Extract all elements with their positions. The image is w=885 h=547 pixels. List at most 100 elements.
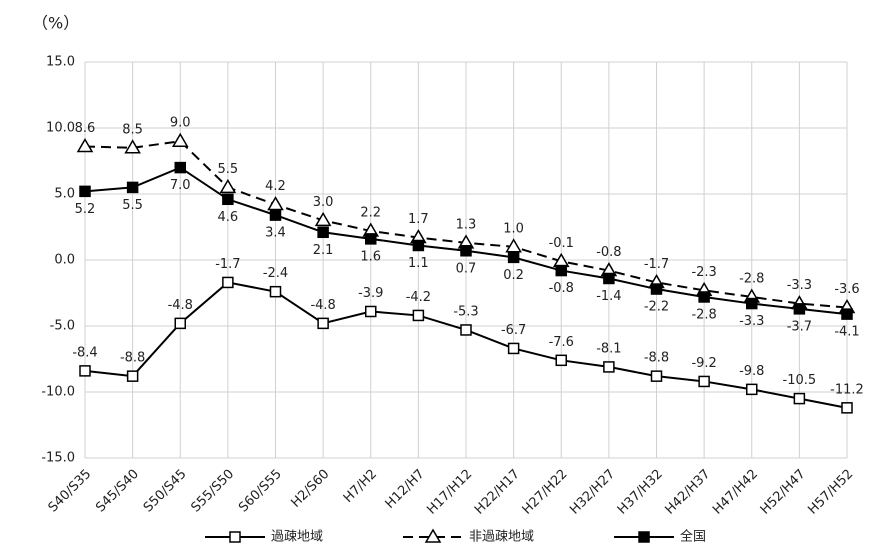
x-tick-label: H47/H42 bbox=[710, 467, 761, 518]
data-label: -0.1 bbox=[549, 236, 574, 251]
data-point bbox=[698, 375, 710, 388]
data-point bbox=[746, 383, 758, 396]
data-label: -3.9 bbox=[358, 286, 383, 301]
data-label: 1.7 bbox=[408, 212, 429, 227]
x-tick-label: S55/S50 bbox=[188, 467, 237, 516]
data-point bbox=[126, 370, 139, 382]
x-tick-label: S40/S35 bbox=[46, 467, 95, 516]
data-label: -3.3 bbox=[787, 278, 812, 293]
data-label: 3.0 bbox=[313, 195, 334, 210]
data-label: -9.2 bbox=[691, 356, 716, 371]
data-label: -1.4 bbox=[596, 289, 621, 304]
x-tick-label: H57/H52 bbox=[805, 467, 856, 518]
data-point bbox=[507, 342, 520, 355]
data-label: -4.8 bbox=[310, 298, 335, 313]
x-tick-label: H22/H17 bbox=[472, 467, 523, 518]
data-point bbox=[79, 365, 91, 377]
data-point bbox=[126, 181, 139, 194]
data-point bbox=[365, 305, 377, 318]
x-tick-label: H7/H2 bbox=[341, 467, 380, 506]
data-point bbox=[650, 283, 663, 295]
data-point bbox=[793, 392, 806, 405]
data-label: 4.6 bbox=[218, 210, 239, 225]
data-point bbox=[603, 272, 615, 285]
x-tick-label: H42/H37 bbox=[663, 467, 714, 518]
data-label: -3.6 bbox=[834, 282, 859, 297]
data-point bbox=[317, 317, 329, 330]
data-label: -9.8 bbox=[739, 364, 764, 379]
legend-marker bbox=[638, 531, 650, 543]
data-label: 1.1 bbox=[408, 256, 429, 271]
data-point bbox=[650, 370, 663, 382]
data-point bbox=[365, 233, 377, 245]
x-tick-label: H52/H47 bbox=[758, 467, 809, 518]
data-point bbox=[76, 137, 94, 153]
data-label: -2.8 bbox=[691, 307, 716, 322]
data-point bbox=[79, 185, 91, 198]
data-point bbox=[507, 251, 520, 264]
data-point bbox=[746, 297, 758, 310]
x-tick-label: H27/H22 bbox=[520, 467, 571, 518]
y-tick-label: -5.0 bbox=[50, 319, 75, 334]
data-label: 4.2 bbox=[265, 179, 286, 194]
data-point bbox=[267, 196, 284, 211]
data-label: 3.4 bbox=[265, 226, 286, 241]
data-point bbox=[793, 303, 806, 315]
data-label: -10.5 bbox=[783, 373, 817, 388]
data-point bbox=[841, 402, 853, 414]
data-label: -8.8 bbox=[644, 351, 669, 366]
data-point bbox=[174, 317, 186, 330]
data-point bbox=[174, 161, 186, 174]
data-label: 0.2 bbox=[503, 268, 524, 283]
data-label: -3.3 bbox=[739, 314, 764, 329]
data-label: 1.3 bbox=[456, 217, 477, 232]
y-tick-label: 15.0 bbox=[46, 55, 75, 70]
y-tick-label: 0.0 bbox=[54, 253, 75, 268]
data-point bbox=[314, 211, 332, 227]
data-point bbox=[460, 245, 472, 257]
data-label: -8.4 bbox=[72, 345, 97, 360]
data-point bbox=[269, 209, 282, 221]
x-tick-label: S60/S55 bbox=[236, 467, 285, 516]
data-label: -7.6 bbox=[549, 335, 574, 350]
x-tick-label: H17/H12 bbox=[424, 467, 475, 518]
data-point bbox=[171, 132, 189, 147]
x-tick-label: H12/H7 bbox=[383, 467, 428, 512]
legend-marker bbox=[424, 528, 442, 543]
data-point bbox=[269, 285, 282, 298]
data-point bbox=[603, 361, 615, 373]
legend-marker bbox=[229, 531, 241, 543]
data-point bbox=[222, 193, 234, 206]
data-label: -5.3 bbox=[453, 304, 478, 319]
data-label: 5.5 bbox=[122, 198, 143, 213]
data-point bbox=[317, 226, 329, 239]
data-point bbox=[841, 308, 853, 320]
data-point bbox=[698, 291, 710, 303]
data-label: 7.0 bbox=[170, 178, 191, 193]
data-label: 5.5 bbox=[218, 162, 239, 177]
data-label: -4.2 bbox=[406, 290, 431, 305]
y-axis-label: （%） bbox=[32, 14, 79, 33]
y-tick-label: -15.0 bbox=[41, 451, 75, 466]
data-label: 1.6 bbox=[360, 249, 381, 264]
data-label: -2.3 bbox=[691, 265, 716, 280]
data-label: -8.1 bbox=[596, 341, 621, 356]
data-point bbox=[460, 324, 472, 336]
data-label: -2.2 bbox=[644, 300, 669, 315]
data-label: 5.2 bbox=[75, 202, 96, 217]
data-label: -4.1 bbox=[834, 325, 859, 340]
data-label: -1.7 bbox=[215, 257, 240, 272]
legend-label: 過疎地域 bbox=[271, 530, 323, 545]
data-point bbox=[412, 239, 425, 252]
data-label: -0.8 bbox=[549, 281, 574, 296]
data-label: 2.2 bbox=[360, 205, 381, 220]
y-tick-label: 5.0 bbox=[54, 187, 75, 202]
data-point bbox=[555, 354, 567, 367]
data-label: -3.7 bbox=[787, 319, 812, 334]
data-label: -8.8 bbox=[120, 351, 145, 366]
x-tick-label: H32/H27 bbox=[567, 467, 618, 518]
data-label: -11.2 bbox=[830, 382, 864, 397]
data-label: 8.6 bbox=[75, 121, 96, 136]
y-tick-label: -10.0 bbox=[41, 385, 75, 400]
